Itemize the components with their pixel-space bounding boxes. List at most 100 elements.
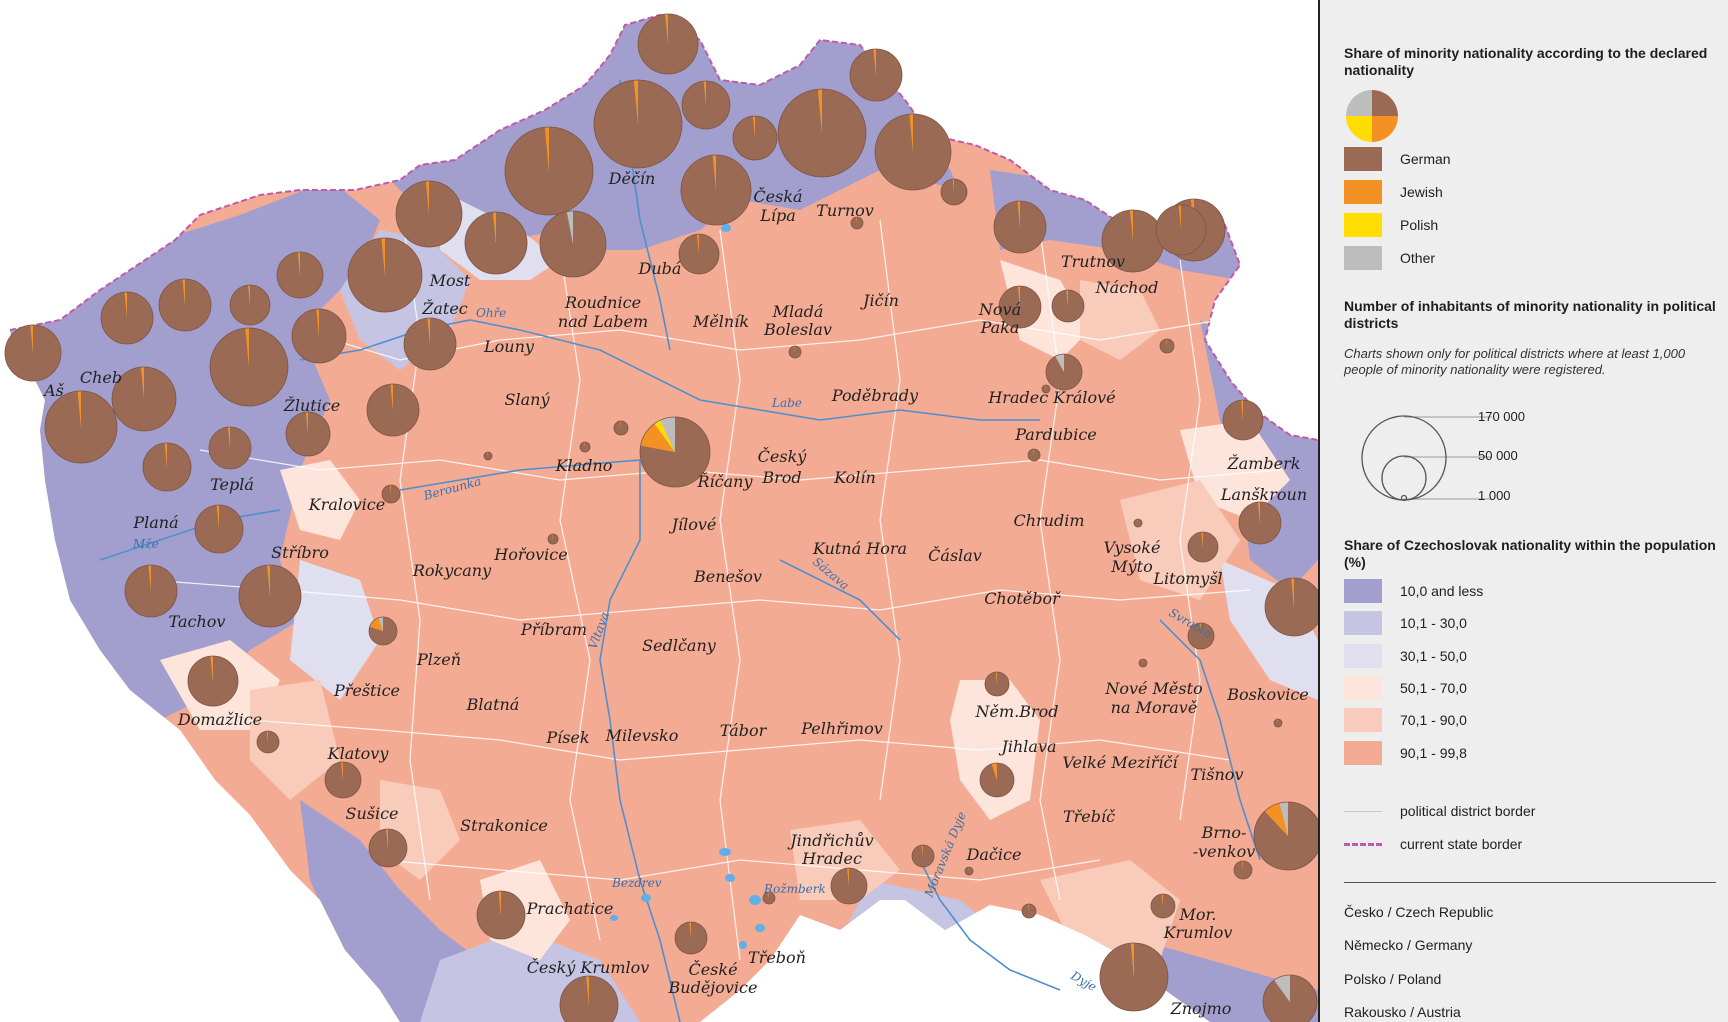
- pie-slice: [297, 251, 300, 275]
- district-pie-chart: [1155, 204, 1207, 256]
- pie-outline: [347, 237, 423, 313]
- pie-slice: [1238, 502, 1281, 544]
- legend-label-other: Other: [1400, 250, 1436, 266]
- district-borders: [149, 199, 1281, 961]
- pie-outline: [993, 200, 1047, 254]
- river-label-labe: Labe: [771, 396, 802, 410]
- pie-outline: [209, 327, 289, 407]
- region-west-light: [290, 560, 380, 700]
- pie-outline: [1138, 658, 1148, 668]
- pie-slice: [817, 89, 822, 133]
- town-label-ceske: České: [688, 959, 737, 979]
- pie-slice: [1201, 532, 1203, 547]
- pie-slice: [1263, 975, 1318, 1022]
- pie-slice: [239, 565, 302, 627]
- pie-outline: [276, 251, 324, 299]
- town-label-boskovice: Boskovice: [1226, 685, 1309, 704]
- river-label-ohre: Ohře: [476, 306, 506, 320]
- pie-outline: [547, 533, 559, 545]
- pie-slice: [1279, 802, 1288, 836]
- district-pie-chart: [1159, 338, 1175, 354]
- district-pie-chart: [1187, 531, 1219, 563]
- legend-label-class-4: 50,1 - 70,0: [1400, 680, 1467, 696]
- pie-slice: [228, 426, 230, 448]
- swatch-polish: [1344, 213, 1382, 237]
- pie-outline: [911, 844, 935, 868]
- town-label-zlutice: Žlutice: [283, 395, 341, 415]
- pie-slice: [1042, 384, 1051, 393]
- region-east-light: [1220, 560, 1318, 700]
- pie-outline: [579, 441, 591, 453]
- district-pie-chart: [777, 88, 867, 178]
- pie-outline: [979, 762, 1015, 798]
- pie-slice: [325, 762, 362, 798]
- map-svg: Děčín Česká Lípa Turnov Dubá Trutnov Mos…: [4, 13, 1318, 1022]
- pie-slice: [850, 48, 903, 101]
- pie-outline: [483, 451, 493, 461]
- pie-outline: [637, 13, 699, 75]
- pie-outline: [940, 178, 968, 206]
- district-pie-chart: [476, 890, 526, 940]
- town-label-mlada: Mladá: [772, 302, 824, 321]
- pie-outline: [732, 115, 778, 161]
- district-pie-chart: [368, 828, 408, 868]
- district-pie-chart: [229, 284, 271, 326]
- legend-label-polish: Polish: [1400, 217, 1439, 233]
- town-label-chrudim: Chrudim: [1013, 511, 1084, 530]
- district-pie-chart: [464, 211, 528, 275]
- town-label-litomysl: Litomyšl: [1152, 569, 1222, 588]
- legend-item-class-5: 70,1 - 90,0: [1344, 707, 1467, 733]
- pie-slice: [794, 346, 795, 352]
- town-label-tachov: Tachov: [169, 612, 226, 631]
- pie-slice: [1188, 531, 1219, 562]
- district-pie-chart: [964, 866, 974, 876]
- town-label-tabor: Tábor: [720, 721, 768, 740]
- pie-slice: [1274, 719, 1283, 727]
- town-label-benesov: Benešov: [693, 567, 762, 586]
- town-label-hradec-kralove: Hradec Králové: [987, 388, 1115, 407]
- pie-outline: [187, 655, 239, 707]
- pie-slice: [248, 285, 250, 305]
- town-label-ricany: Říčany: [696, 471, 753, 491]
- pie-slice: [689, 922, 691, 938]
- district-pie-chart: [637, 13, 699, 75]
- town-label-horovice: Hořovice: [493, 545, 567, 564]
- legend-label-class-3: 30,1 - 50,0: [1400, 648, 1467, 664]
- pie-slice: [381, 237, 385, 275]
- district-pie-chart: [732, 115, 778, 161]
- town-label-ceska: Česká: [753, 186, 802, 206]
- legend-item-class-1: 10,0 and less: [1344, 578, 1483, 604]
- town-label-myto: Mýto: [1110, 557, 1152, 576]
- district-pie-chart: [194, 504, 244, 554]
- town-label-nem-brod: Něm.Brod: [974, 702, 1058, 721]
- pie-slice: [778, 88, 867, 177]
- district-pie-chart: [1253, 801, 1318, 871]
- pie-slice: [140, 367, 144, 399]
- district-pie-chart: [681, 80, 731, 130]
- pie-slice: [427, 318, 430, 344]
- town-label-zatec: Žatec: [421, 298, 468, 318]
- town-label-jindrichuv: Jindřichův: [787, 831, 873, 850]
- pie-slice: [1018, 285, 1020, 307]
- swatch-other: [1344, 246, 1382, 270]
- region-southwest: [300, 800, 600, 1022]
- pie-outline: [777, 88, 867, 178]
- pie-slice: [1178, 205, 1181, 230]
- pie-slice: [292, 309, 347, 363]
- town-label-podebrady: Poděbrady: [831, 386, 919, 405]
- town-label-trebon: Třeboň: [748, 948, 806, 967]
- district-pie-chart: [1045, 353, 1083, 391]
- town-label-caslav: Čáslav: [928, 545, 982, 565]
- pie-slice: [594, 79, 683, 168]
- pie-slice: [101, 291, 154, 344]
- town-label-tepla: Teplá: [210, 475, 254, 494]
- pie-slice: [30, 324, 33, 353]
- pie-slice: [847, 868, 849, 886]
- pie-outline: [1155, 204, 1207, 256]
- pie-outline: [229, 284, 271, 326]
- pie-outline: [1041, 384, 1051, 394]
- district-pie-chart: [1021, 903, 1037, 919]
- district-pie-chart: [559, 975, 619, 1022]
- pie-slice: [1161, 893, 1163, 906]
- pie-slice: [991, 763, 997, 780]
